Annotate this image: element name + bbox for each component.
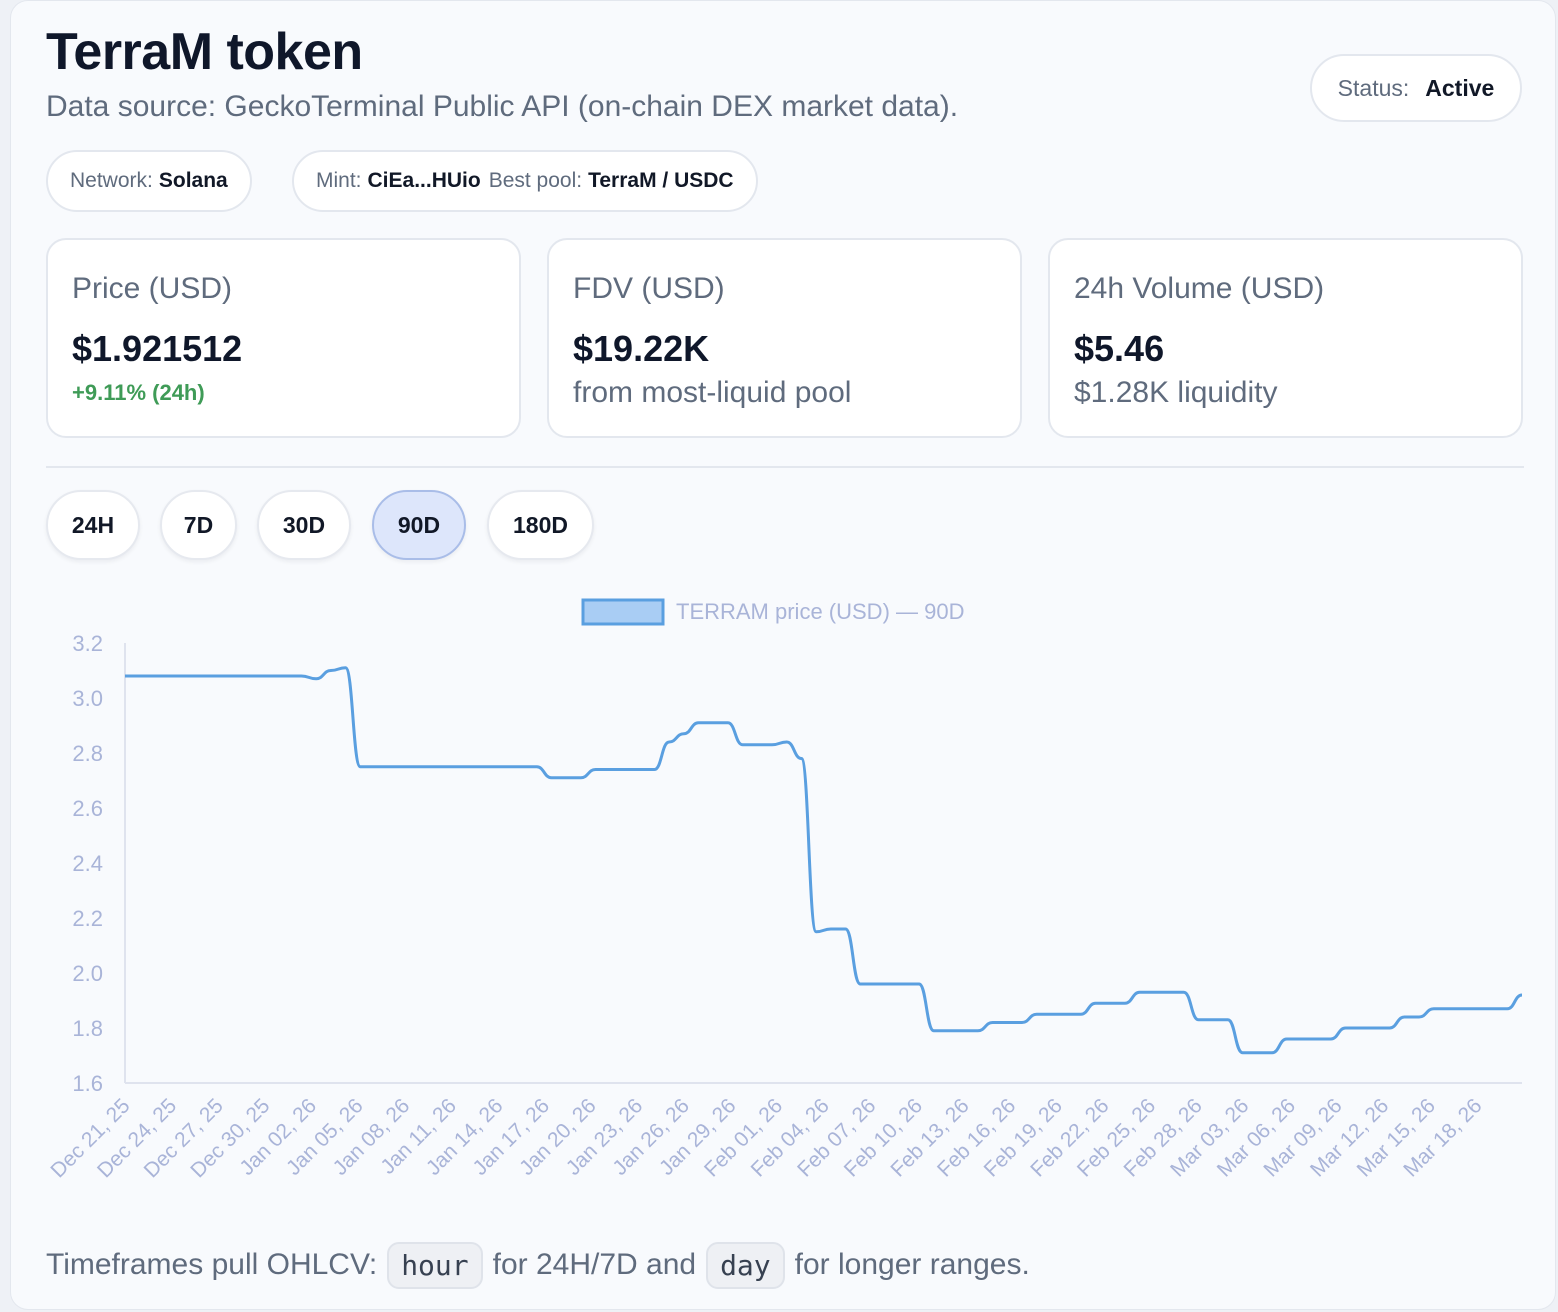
y-tick-label: 2.4 [72, 851, 103, 876]
data-source-subtitle: Data source: GeckoTerminal Public API (o… [46, 90, 959, 123]
timeframe-30d-button[interactable]: 30D [257, 490, 351, 560]
status-badge: Status: Active [1310, 54, 1522, 122]
y-tick-label: 1.6 [72, 1071, 103, 1096]
price-line [124, 666, 1523, 1055]
volume-label: 24h Volume (USD) [1074, 272, 1325, 305]
volume-card: 24h Volume (USD) $5.46 $1.28K liquidity [1048, 238, 1523, 438]
chart-series [124, 666, 1523, 1055]
timeframe-90d-button[interactable]: 90D [372, 490, 466, 560]
y-tick-label: 3.0 [72, 686, 103, 711]
footer-prefix: Timeframes pull OHLCV: [46, 1248, 378, 1281]
price-value: $1.921512 [72, 328, 243, 369]
price-card: Price (USD) $1.921512 +9.11% (24h) [46, 238, 521, 438]
fdv-value: $19.22K [573, 328, 710, 369]
footer-note: Timeframes pull OHLCV: hour for 24H/7D a… [46, 1240, 1030, 1290]
y-tick-label: 2.0 [72, 961, 103, 986]
y-tick-label: 2.8 [72, 741, 103, 766]
legend-label: TERRAM price (USD) — 90D [676, 599, 964, 624]
mint-value: CiEa...HUio [367, 169, 481, 192]
network-pill: Network: Solana [46, 150, 252, 212]
footer-middle: for 24H/7D and [492, 1248, 697, 1281]
volume-value: $5.46 [1074, 328, 1165, 369]
page-title: TerraM token [46, 23, 363, 81]
network-value: Solana [158, 169, 228, 192]
fdv-label: FDV (USD) [573, 272, 725, 305]
y-tick-label: 2.6 [72, 796, 103, 821]
section-divider [46, 466, 1524, 468]
timeframe-180d-button[interactable]: 180D [487, 490, 594, 560]
fdv-card: FDV (USD) $19.22K from most-liquid pool [547, 238, 1022, 438]
y-tick-label: 1.8 [72, 1016, 103, 1041]
price-label: Price (USD) [72, 272, 233, 305]
day-code: day [706, 1241, 785, 1289]
best-pool-value: TerraM / USDC [588, 169, 734, 192]
y-tick-label: 2.2 [72, 906, 103, 931]
status-value: Active [1425, 74, 1495, 101]
y-tick-label: 3.2 [72, 631, 103, 656]
mint-label: Mint: [316, 169, 362, 192]
chart-legend: TERRAM price (USD) — 90D [581, 598, 964, 626]
footer-suffix: for longer ranges. [794, 1248, 1030, 1281]
fdv-source: from most-liquid pool [573, 376, 852, 409]
timeframe-7d-button[interactable]: 7D [160, 490, 237, 560]
timeframe-24h-button[interactable]: 24H [46, 490, 140, 560]
hour-code: hour [387, 1241, 483, 1289]
network-label: Network: [70, 169, 153, 192]
price-change: +9.11% (24h) [72, 380, 205, 405]
legend-swatch [581, 598, 665, 626]
mint-pool-pill: Mint: CiEa...HUio Best pool: TerraM / US… [292, 150, 758, 212]
token-card [10, 0, 1556, 1310]
best-pool-label: Best pool: [488, 169, 583, 192]
liquidity-value: $1.28K liquidity [1074, 376, 1278, 409]
status-label: Status: [1337, 74, 1410, 101]
